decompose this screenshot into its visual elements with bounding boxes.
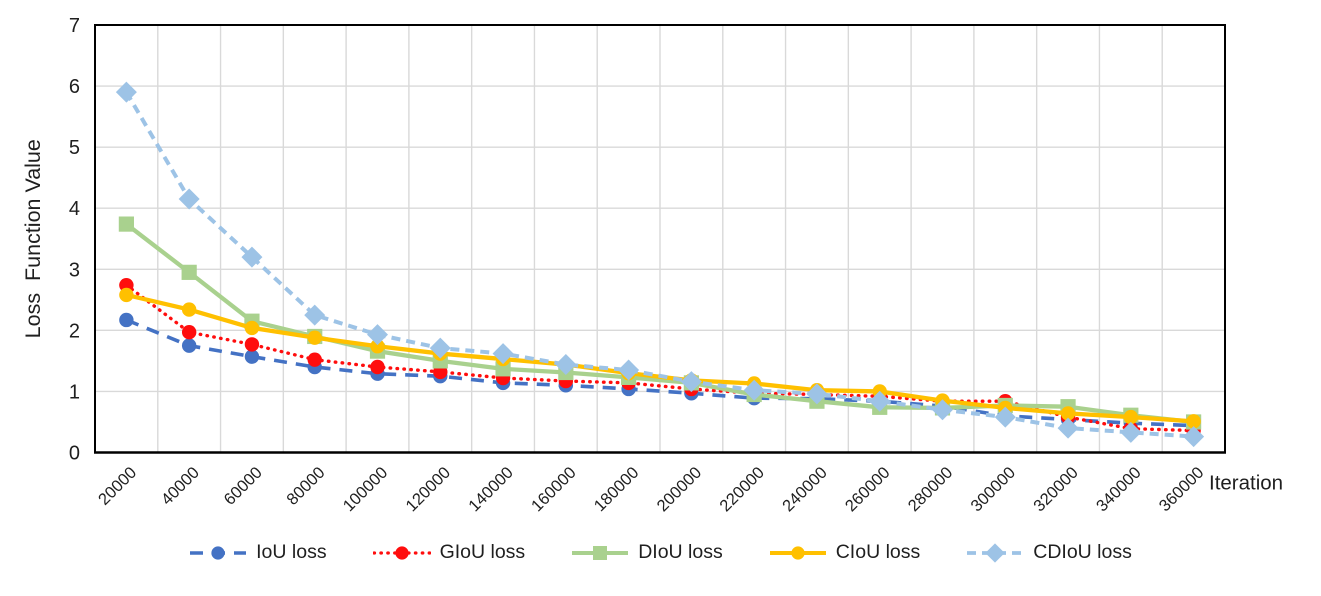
- marker-cdiou-loss: [492, 343, 514, 365]
- x-tick-label: 160000: [528, 464, 580, 516]
- legend-item-giou-loss: GIoU loss: [372, 541, 526, 565]
- y-tick-label: 6: [69, 76, 80, 98]
- marker-ciou-loss: [1186, 414, 1201, 429]
- legend-marker-iou-loss: [211, 546, 225, 560]
- marker-cdiou-loss: [994, 406, 1016, 428]
- legend-label-iou-loss: IoU loss: [256, 541, 327, 564]
- marker-cdiou-loss: [743, 379, 765, 401]
- x-tick-label: 260000: [842, 464, 894, 516]
- x-tick-label: 240000: [779, 464, 831, 516]
- marker-cdiou-loss: [618, 359, 640, 381]
- x-tick-label: 340000: [1093, 464, 1145, 516]
- legend-swatch-diou-loss-icon: [572, 546, 629, 560]
- x-tick-label: 300000: [967, 464, 1019, 516]
- x-tick-label: 120000: [402, 464, 454, 516]
- legend-item-diou-loss: DIoU loss: [571, 541, 723, 565]
- legend-marker-cdiou-loss: [985, 543, 1005, 563]
- x-tick-label: 320000: [1030, 464, 1082, 516]
- marker-ciou-loss: [119, 287, 134, 303]
- marker-ciou-loss: [307, 330, 322, 345]
- series-line-cdiou-loss: [124, 91, 1194, 439]
- marker-cdiou-loss: [178, 188, 200, 210]
- legend-label-giou-loss: GIoU loss: [439, 541, 526, 564]
- marker-cdiou-loss: [869, 390, 891, 412]
- marker-cdiou-loss: [429, 337, 451, 359]
- marker-ciou-loss: [370, 339, 385, 354]
- x-tick-label: 200000: [654, 464, 706, 516]
- marker-cdiou-loss: [304, 304, 326, 326]
- legend-label-ciou-loss: CIoU loss: [835, 541, 921, 564]
- x-tick-label: 140000: [465, 464, 517, 516]
- marker-cdiou-loss: [806, 383, 828, 405]
- marker-giou-loss: [307, 352, 322, 367]
- x-tick-label: 360000: [1156, 464, 1208, 516]
- legend-item-iou-loss: IoU loss: [189, 541, 327, 565]
- x-tick-label: 60000: [221, 464, 266, 509]
- marker-cdiou-loss: [1057, 417, 1079, 439]
- marker-cdiou-loss: [1120, 421, 1142, 443]
- y-tick-label: 7: [69, 15, 80, 37]
- chart-legend: IoU loss GIoU loss DIoU loss CIoU loss C…: [0, 541, 1321, 565]
- legend-item-cdiou-loss: CDIoU loss: [966, 541, 1132, 565]
- legend-swatch-cdiou-loss-icon: [967, 543, 1024, 563]
- x-tick-label: 220000: [716, 464, 768, 516]
- marker-cdiou-loss: [241, 246, 263, 268]
- legend-marker-ciou-loss: [791, 546, 805, 560]
- x-tick-label: 80000: [283, 464, 328, 509]
- legend-swatch-giou-loss-icon: [372, 546, 431, 560]
- marker-diou-loss: [181, 264, 197, 280]
- y-tick-label: 0: [69, 443, 80, 465]
- marker-ciou-loss: [1123, 409, 1139, 425]
- marker-giou-loss: [181, 324, 197, 340]
- x-tick-label: 280000: [905, 464, 957, 516]
- marker-cdiou-loss: [680, 371, 702, 393]
- x-tick-label: 20000: [95, 464, 140, 509]
- y-tick-label: 5: [69, 137, 80, 159]
- y-axis-title: Loss Function Value: [21, 139, 45, 338]
- marker-iou-loss: [244, 349, 260, 364]
- legend-label-diou-loss: DIoU loss: [638, 541, 723, 564]
- marker-cdiou-loss: [932, 399, 953, 421]
- marker-ciou-loss: [1060, 406, 1076, 421]
- x-tick-label: 180000: [591, 464, 643, 516]
- marker-ciou-loss: [244, 320, 260, 336]
- legend-swatch-ciou-loss-icon: [769, 546, 826, 560]
- y-tick-label: 2: [69, 320, 80, 342]
- marker-iou-loss: [181, 338, 197, 353]
- marker-giou-loss: [370, 359, 385, 375]
- marker-cdiou-loss: [367, 324, 388, 346]
- legend-item-ciou-loss: CIoU loss: [769, 541, 921, 565]
- legend-marker-diou-loss: [593, 546, 608, 560]
- marker-cdiou-loss: [115, 81, 137, 103]
- y-tick-label: 3: [69, 259, 80, 281]
- marker-ciou-loss: [181, 302, 197, 317]
- legend-marker-giou-loss: [394, 546, 409, 560]
- y-tick-label: 4: [69, 198, 80, 220]
- marker-cdiou-loss: [555, 354, 577, 376]
- y-tick-label: 1: [69, 381, 80, 403]
- x-tick-label: 40000: [158, 464, 203, 509]
- marker-diou-loss: [118, 216, 134, 232]
- legend-label-cdiou-loss: CDIoU loss: [1033, 541, 1132, 564]
- series-line-iou-loss: [125, 318, 1194, 428]
- x-tick-label: 100000: [340, 464, 392, 516]
- x-axis-title: Iteration: [1209, 472, 1283, 495]
- legend-swatch-iou-loss-icon: [190, 546, 247, 560]
- marker-cdiou-loss: [1183, 426, 1205, 448]
- marker-iou-loss: [119, 312, 134, 328]
- marker-giou-loss: [244, 337, 260, 352]
